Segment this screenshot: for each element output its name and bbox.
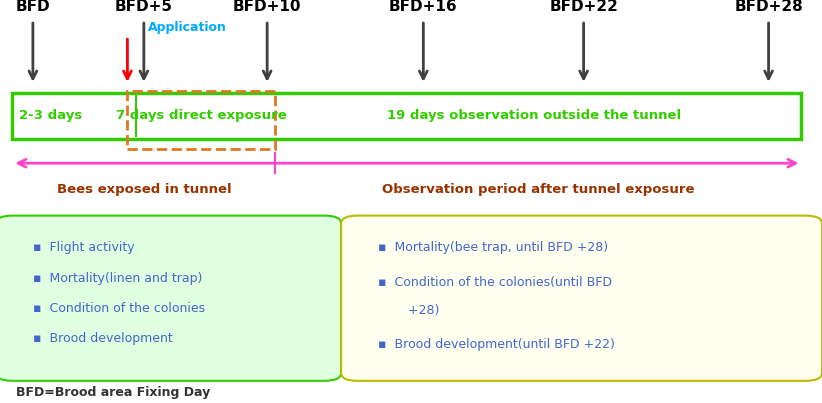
Text: Application: Application: [148, 21, 227, 34]
Text: Observation period after tunnel exposure: Observation period after tunnel exposure: [382, 183, 695, 196]
Text: ▪  Mortality(linen and trap): ▪ Mortality(linen and trap): [33, 272, 202, 285]
Text: 19 days observation outside the tunnel: 19 days observation outside the tunnel: [387, 109, 681, 123]
Text: ▪  Mortality(bee trap, until BFD +28): ▪ Mortality(bee trap, until BFD +28): [378, 241, 608, 254]
Text: BFD+16: BFD+16: [389, 0, 458, 14]
Text: 2-3 days: 2-3 days: [19, 109, 82, 123]
FancyBboxPatch shape: [0, 216, 341, 381]
Bar: [127, 91, 275, 149]
Text: ▪  Brood development(until BFD +22): ▪ Brood development(until BFD +22): [378, 338, 615, 351]
Text: ▪  Flight activity: ▪ Flight activity: [33, 241, 135, 254]
Text: 7 days direct exposure: 7 days direct exposure: [116, 109, 287, 123]
Text: BFD+22: BFD+22: [549, 0, 618, 14]
Text: +28): +28): [400, 304, 440, 317]
Text: ▪  Condition of the colonies(until BFD: ▪ Condition of the colonies(until BFD: [378, 276, 612, 289]
Text: BFD: BFD: [16, 0, 50, 14]
Text: BFD=Brood area Fixing Day: BFD=Brood area Fixing Day: [16, 386, 210, 399]
Text: Bees exposed in tunnel: Bees exposed in tunnel: [57, 183, 231, 196]
Bar: [12, 93, 801, 139]
Text: BFD+28: BFD+28: [734, 0, 803, 14]
Text: BFD+5: BFD+5: [115, 0, 173, 14]
Text: ▪  Condition of the colonies: ▪ Condition of the colonies: [33, 302, 205, 315]
Text: ▪  Brood development: ▪ Brood development: [33, 332, 173, 345]
FancyBboxPatch shape: [341, 216, 822, 381]
Text: BFD+10: BFD+10: [233, 0, 302, 14]
